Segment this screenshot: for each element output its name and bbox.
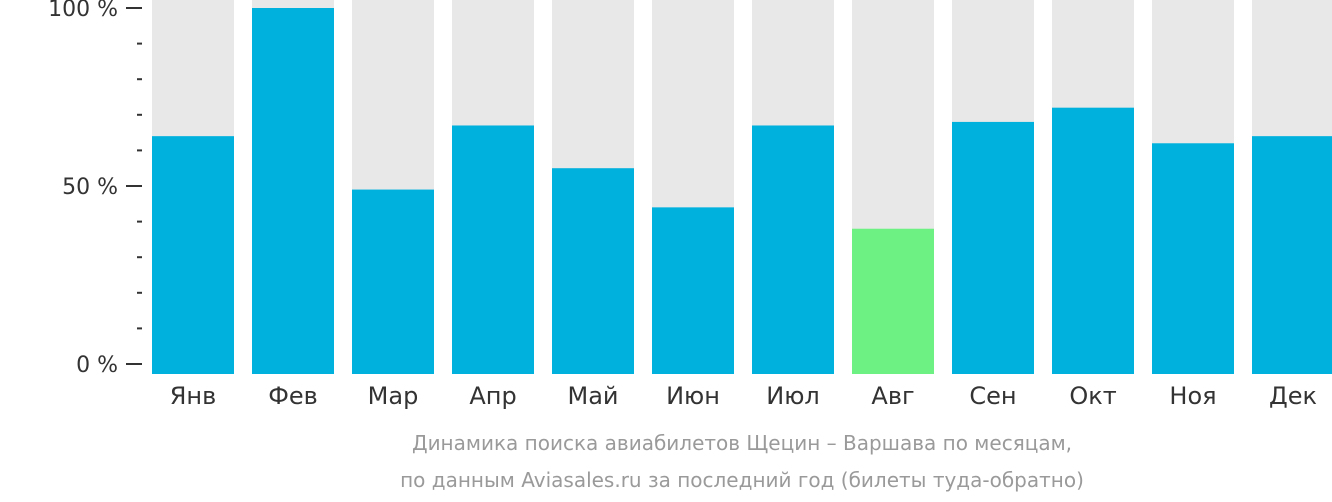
x-tick-label: Авг <box>871 382 914 410</box>
y-axis: 0 % 50 % 100 % <box>48 0 142 378</box>
bar <box>352 189 434 374</box>
bar <box>752 125 834 374</box>
bar <box>1052 107 1134 375</box>
bar <box>852 228 934 374</box>
y-tick-label: 100 % <box>48 0 118 22</box>
chart-caption-line-2: по данным Aviasales.ru за последний год … <box>400 468 1084 492</box>
bar <box>1152 143 1234 374</box>
x-tick-label: Май <box>567 382 618 410</box>
bar <box>152 136 234 374</box>
x-tick-label: Сен <box>969 382 1016 410</box>
y-tick-label: 50 % <box>62 175 118 200</box>
bar-chart: 0 % 50 % 100 % Янв Фев Мар Апр Май Июн Июл Авг Сен… <box>48 0 1332 410</box>
bar <box>952 121 1034 374</box>
chart-caption-line-1: Динамика поиска авиабилетов Щецин – Варш… <box>411 431 1073 455</box>
bar <box>652 207 734 374</box>
bar <box>452 125 534 374</box>
bars <box>152 0 1332 375</box>
x-tick-label: Фев <box>268 382 318 410</box>
x-tick-label: Мар <box>368 382 419 410</box>
x-tick-label: Июн <box>666 382 720 410</box>
x-tick-label: Ноя <box>1169 382 1216 410</box>
x-tick-label: Дек <box>1269 382 1317 410</box>
y-tick-label: 0 % <box>76 353 118 378</box>
x-tick-label: Окт <box>1069 382 1116 410</box>
x-axis: Янв Фев Мар Апр Май Июн Июл Авг Сен Окт Ноя Дек <box>170 382 1317 410</box>
bar <box>252 8 334 374</box>
x-tick-label: Апр <box>469 382 516 410</box>
bar <box>1252 136 1332 374</box>
x-tick-label: Янв <box>170 382 217 410</box>
x-tick-label: Июл <box>766 382 820 410</box>
bar <box>552 168 634 374</box>
